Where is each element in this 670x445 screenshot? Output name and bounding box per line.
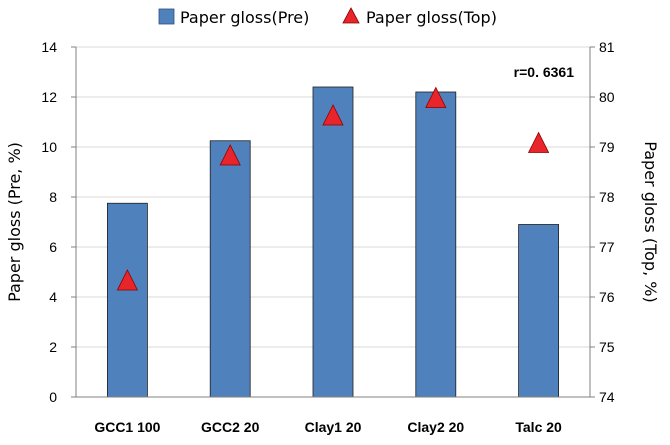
- y-tick-label-left: 14: [41, 39, 57, 55]
- y-axis-right-title: Paper gloss (Top, %): [641, 141, 660, 302]
- bar-series: [107, 86, 559, 398]
- y-axis-right-ticks: 74 75 76 77 78 79 80 81: [590, 39, 615, 405]
- x-axis-ticks: GCC1 100 GCC2 20 Clay1 20 Clay2 20 Talc 20: [94, 419, 562, 435]
- bar-pre: [107, 202, 148, 398]
- x-tick-label: Clay2 20: [407, 419, 464, 435]
- y-tick-label-left: 10: [41, 139, 57, 155]
- y-tick-label-right: 78: [599, 189, 615, 205]
- marker-top: [322, 104, 344, 126]
- correlation-annotation: r=0. 6361: [514, 64, 575, 80]
- marker-top: [527, 131, 550, 153]
- y-tick-label-right: 76: [599, 289, 615, 305]
- legend-label-pre: Paper gloss(Pre): [180, 8, 309, 27]
- y-tick-label-right: 75: [599, 339, 615, 355]
- y-tick-label-left: 0: [49, 389, 57, 405]
- y-tick-label-right: 81: [599, 39, 615, 55]
- y-tick-label-left: 8: [49, 189, 57, 205]
- y-tick-label-left: 2: [49, 339, 57, 355]
- x-tick-label: Talc 20: [515, 419, 562, 435]
- y-tick-label-left: 12: [41, 89, 57, 105]
- y-tick-label-left: 6: [49, 239, 57, 255]
- legend-swatch-pre: [158, 8, 175, 25]
- marker-top: [116, 269, 139, 291]
- x-tick-label: GCC1 100: [94, 419, 160, 435]
- x-tick-label: GCC2 20: [201, 419, 260, 435]
- y-axis-left-ticks: 0 2 4 6 8 10 12 14: [41, 39, 76, 405]
- bar-pre: [312, 86, 354, 398]
- legend-marker-top: [342, 7, 360, 24]
- x-tick-label: Clay1 20: [305, 419, 362, 435]
- marker-series: [116, 86, 550, 291]
- y-tick-label-right: 77: [599, 239, 615, 255]
- y-axis-left-title: Paper gloss (Pre, %): [5, 142, 24, 302]
- y-tick-label-left: 4: [49, 289, 57, 305]
- plot-frame: [75, 47, 591, 398]
- marker-top: [425, 86, 447, 108]
- bar-pre: [518, 224, 559, 398]
- y-tick-label-right: 79: [599, 139, 615, 155]
- legend: Paper gloss(Pre) Paper gloss(Top): [158, 7, 497, 27]
- legend-label-top: Paper gloss(Top): [366, 8, 497, 27]
- bar-pre: [415, 91, 457, 398]
- bar-pre: [209, 140, 251, 398]
- y-tick-label-right: 74: [599, 389, 615, 405]
- marker-top: [219, 144, 241, 166]
- y-tick-label-right: 80: [599, 89, 615, 105]
